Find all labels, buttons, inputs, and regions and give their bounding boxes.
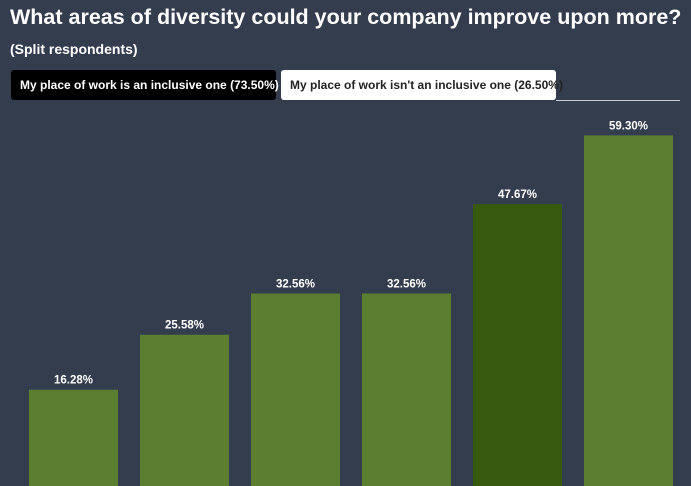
bar-5 — [473, 204, 562, 486]
bar-value-label-6: 59.30% — [609, 120, 648, 132]
bar-1 — [29, 389, 118, 486]
bar-value-label-2: 25.58% — [165, 320, 204, 332]
chart-title: What areas of diversity could your compa… — [10, 5, 682, 29]
chart-subtitle: (Split respondents) — [10, 41, 138, 57]
tab-not-inclusive[interactable]: My place of work isn't an inclusive one … — [281, 70, 563, 100]
bar-3 — [251, 293, 340, 486]
bar-value-label-1: 16.28% — [54, 375, 93, 387]
bar-value-label-5: 47.67% — [498, 189, 537, 201]
bar-2 — [140, 334, 229, 486]
tab-underline-divider — [556, 100, 680, 101]
respondent-split-tabs: My place of work is an inclusive one (73… — [11, 70, 563, 100]
bar-4 — [362, 293, 451, 486]
tab-inclusive[interactable]: My place of work is an inclusive one (73… — [11, 70, 279, 100]
bar-6 — [584, 135, 673, 486]
bar-value-label-4: 32.56% — [387, 278, 426, 290]
bar-value-label-3: 32.56% — [276, 278, 315, 290]
